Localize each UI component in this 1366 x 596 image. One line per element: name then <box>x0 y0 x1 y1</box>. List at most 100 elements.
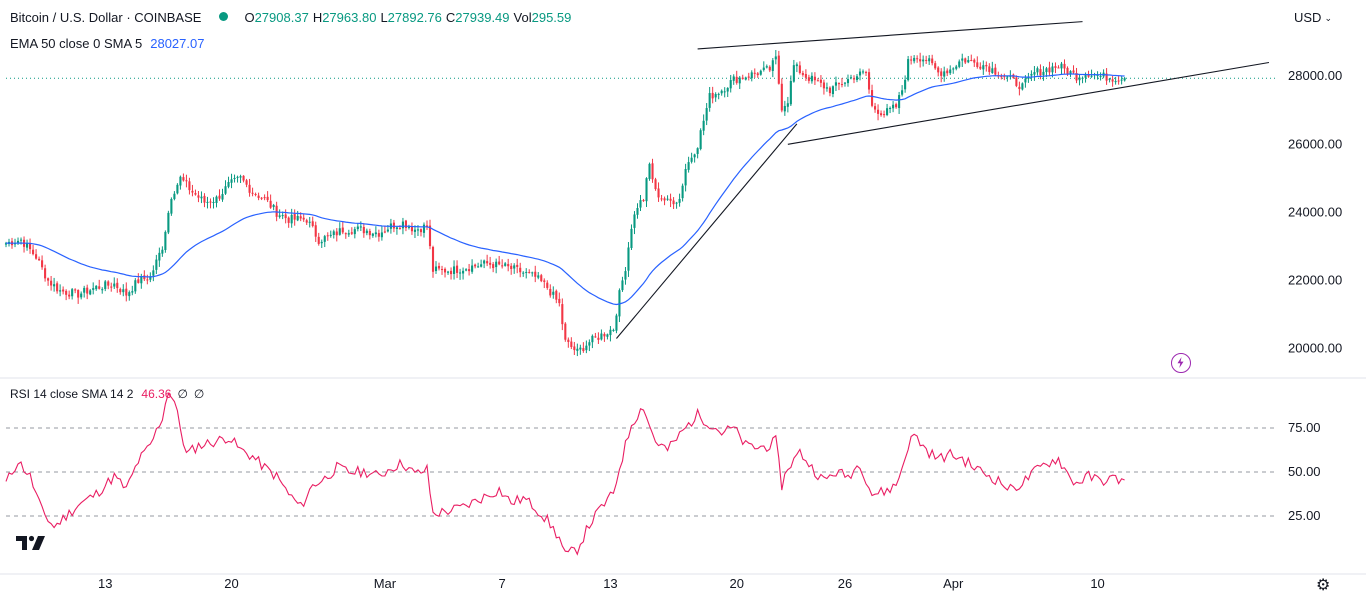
candle <box>1072 65 1075 74</box>
candle-body <box>651 163 654 180</box>
candle-body <box>582 348 585 352</box>
currency-selector[interactable]: USD ⌄ <box>1294 10 1332 25</box>
candle-body <box>513 265 516 269</box>
candle-body <box>284 214 287 219</box>
candle-body <box>528 272 531 274</box>
tradingview-logo-icon[interactable] <box>16 534 46 552</box>
rsi-tick-label: 50.00 <box>1288 464 1321 479</box>
candle-body <box>825 87 828 89</box>
candle-body <box>350 232 353 234</box>
candle <box>952 67 955 74</box>
candle <box>110 282 113 292</box>
candle-body <box>53 284 56 287</box>
candle-body <box>937 67 940 73</box>
candle <box>558 292 561 307</box>
rsi-legend[interactable]: RSI 14 close SMA 14 2 46.36 ∅ ∅ <box>10 387 204 401</box>
candle <box>606 333 609 340</box>
candle-body <box>459 272 462 274</box>
time-tick-label: 20 <box>224 576 238 591</box>
candle <box>446 270 450 275</box>
candle-body <box>1057 67 1060 69</box>
candle <box>1054 62 1057 74</box>
candle <box>251 187 254 197</box>
candle <box>967 55 970 64</box>
candle <box>825 82 828 92</box>
rsi-pane[interactable] <box>5 392 1278 556</box>
candle-body <box>934 63 937 69</box>
candle-body <box>849 77 853 79</box>
candle-body <box>699 130 702 149</box>
candle-body <box>89 290 92 295</box>
candle-body <box>723 91 726 93</box>
candle <box>609 326 612 342</box>
candle <box>236 175 239 183</box>
candle <box>62 286 65 295</box>
candle <box>35 249 38 260</box>
candle <box>804 69 807 82</box>
candle <box>284 209 287 224</box>
candle <box>877 104 880 121</box>
candle <box>1114 76 1117 85</box>
candle <box>38 256 41 261</box>
candle-body <box>717 93 720 95</box>
lightning-icon[interactable] <box>1171 353 1191 373</box>
candle-body <box>732 76 735 81</box>
candle <box>729 74 732 93</box>
candle <box>855 74 859 83</box>
open-value: 27908.37 <box>254 10 309 25</box>
candle-body <box>68 294 71 297</box>
ema-legend[interactable]: EMA 50 close 0 SMA 5 28027.07 <box>10 36 204 51</box>
candle <box>846 74 850 87</box>
candle <box>164 230 167 253</box>
candle-body <box>293 213 296 220</box>
candle <box>278 209 281 219</box>
candle-body <box>86 287 89 294</box>
candle-body <box>443 268 447 273</box>
candle-body <box>188 181 191 191</box>
axes: 20000.00 22000.00 24000.00 26000.00 28000.00… <box>98 68 1342 591</box>
candle-body <box>786 103 789 107</box>
candle <box>356 223 359 232</box>
candle <box>919 52 922 68</box>
candle-body <box>254 193 257 195</box>
candle <box>468 263 471 276</box>
symbol-title[interactable]: Bitcoin / U.S. Dollar · COINBASE <box>10 10 202 25</box>
candle-body <box>774 56 777 60</box>
candle <box>116 278 119 293</box>
candle <box>365 228 368 236</box>
candle <box>925 55 928 65</box>
candle-body <box>456 265 459 273</box>
candle <box>910 55 913 65</box>
candle <box>612 328 615 332</box>
candle <box>723 87 726 98</box>
candle <box>44 264 47 282</box>
candle-body <box>104 281 107 289</box>
candle <box>134 278 137 294</box>
candle-body <box>32 249 35 255</box>
candle <box>747 72 750 81</box>
candle <box>735 70 738 85</box>
candle-body <box>967 60 970 63</box>
candle-body <box>747 76 750 78</box>
candle-body <box>83 287 86 293</box>
candle-body <box>440 269 444 271</box>
candle-body <box>768 66 771 71</box>
gear-icon[interactable]: ⚙ <box>1316 577 1331 594</box>
candle <box>113 277 116 289</box>
candle-body <box>564 323 567 340</box>
candle <box>1057 65 1060 69</box>
ema-label[interactable]: EMA 50 close 0 SMA 5 <box>10 36 143 51</box>
candle-body <box>38 258 41 261</box>
candle <box>1006 75 1009 82</box>
candle <box>886 103 889 117</box>
candle <box>576 343 579 357</box>
candle <box>449 267 453 280</box>
candle <box>272 203 275 211</box>
candle-body <box>792 65 795 82</box>
candle <box>311 216 314 228</box>
candle-body <box>477 266 480 268</box>
price-pane[interactable] <box>4 21 1278 357</box>
rsi-label[interactable]: RSI 14 close SMA 14 2 <box>10 387 134 401</box>
